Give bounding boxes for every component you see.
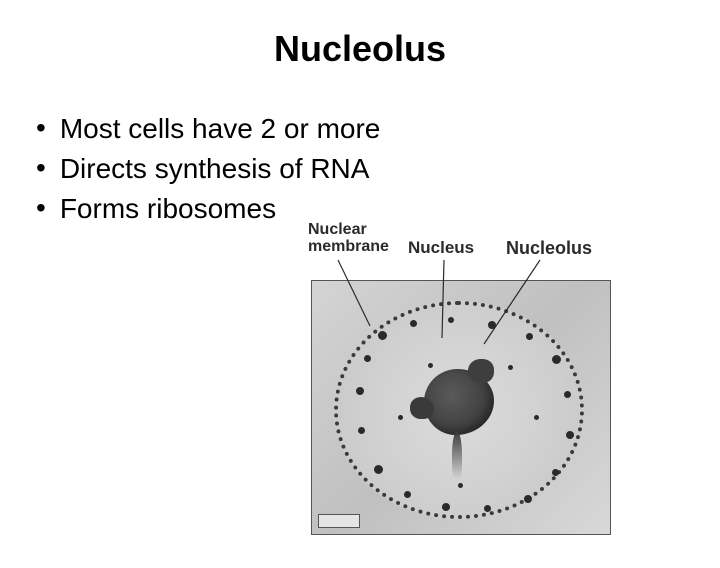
list-item: • Most cells have 2 or more bbox=[36, 112, 720, 146]
bullet-list: • Most cells have 2 or more • Directs sy… bbox=[36, 112, 720, 226]
nucleolus-tail bbox=[452, 431, 462, 479]
label-nucleus: Nucleus bbox=[408, 239, 474, 257]
slide-title: Nucleolus bbox=[0, 28, 720, 70]
scale-bar bbox=[318, 514, 360, 528]
leader-lines bbox=[296, 256, 676, 356]
diagram: Nuclearmembrane Nucleus Nucleolus bbox=[296, 222, 676, 542]
bullet-text: Forms ribosomes bbox=[60, 192, 276, 226]
bullet-text: Directs synthesis of RNA bbox=[60, 152, 370, 186]
bullet-icon: • bbox=[36, 112, 46, 144]
label-nuclear-membrane: Nuclearmembrane bbox=[308, 222, 398, 256]
bullet-icon: • bbox=[36, 192, 46, 224]
bullet-text: Most cells have 2 or more bbox=[60, 112, 381, 146]
bullet-icon: • bbox=[36, 152, 46, 184]
list-item: • Directs synthesis of RNA bbox=[36, 152, 720, 186]
list-item: • Forms ribosomes bbox=[36, 192, 720, 226]
